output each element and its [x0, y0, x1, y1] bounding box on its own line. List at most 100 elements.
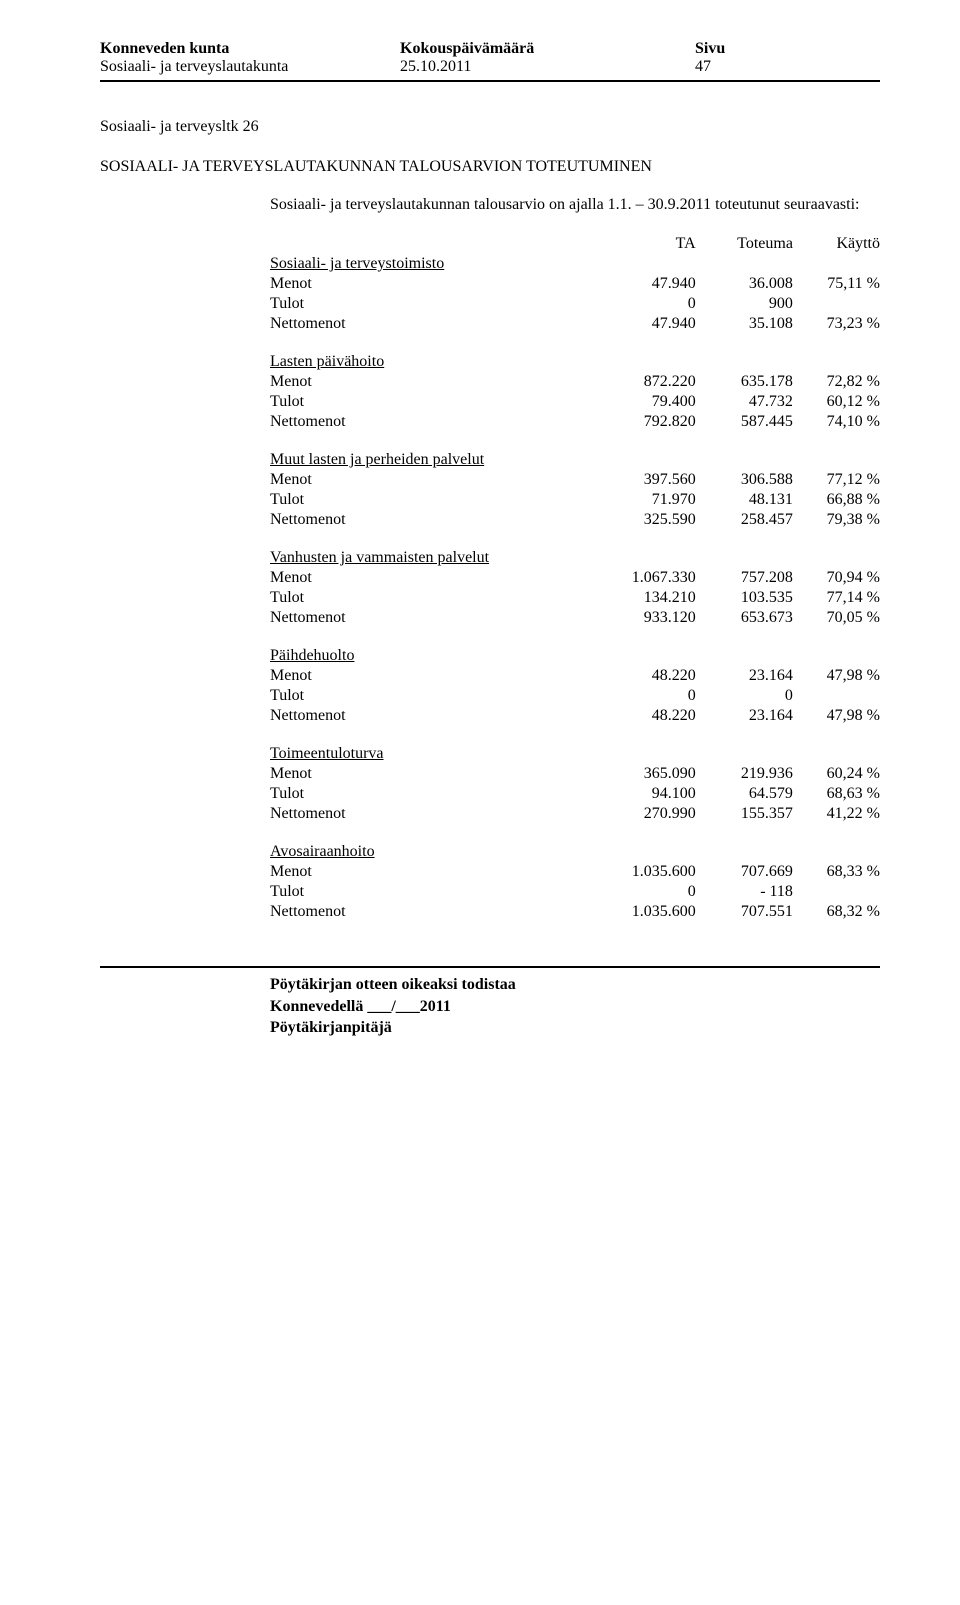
row-label: Menot [270, 862, 584, 882]
row-label: Menot [270, 470, 584, 490]
table-row: Nettomenot1.035.600707.55168,32 % [270, 902, 880, 922]
table-spacer [270, 824, 880, 842]
table-row: Nettomenot270.990155.35741,22 % [270, 804, 880, 824]
row-label: Menot [270, 764, 584, 784]
cell-pct: 60,24 % [793, 764, 880, 784]
row-label: Tulot [270, 294, 584, 314]
budget-table: TAToteumaKäyttöSosiaali- ja terveystoimi… [270, 234, 880, 922]
table-row: Menot872.220635.17872,82 % [270, 372, 880, 392]
table-row: Nettomenot792.820587.44574,10 % [270, 412, 880, 432]
cell-pct: 68,33 % [793, 862, 880, 882]
cell-pct: 79,38 % [793, 510, 880, 530]
table-row: Nettomenot933.120653.67370,05 % [270, 608, 880, 628]
table-row: Menot365.090219.93660,24 % [270, 764, 880, 784]
cell-toteuma: 635.178 [696, 372, 793, 392]
table-row: Nettomenot325.590258.45779,38 % [270, 510, 880, 530]
table-header-row: TAToteumaKäyttö [270, 234, 880, 254]
row-label: Nettomenot [270, 804, 584, 824]
group-name: Sosiaali- ja terveystoimisto [270, 254, 880, 274]
group-header-row: Muut lasten ja perheiden palvelut [270, 450, 880, 470]
row-label: Tulot [270, 686, 584, 706]
table-row: Menot48.22023.16447,98 % [270, 666, 880, 686]
col-header-ta: TA [584, 234, 696, 254]
group-header-row: Avosairaanhoito [270, 842, 880, 862]
table-row: Menot47.94036.00875,11 % [270, 274, 880, 294]
cell-toteuma: 707.669 [696, 862, 793, 882]
cell-pct: 47,98 % [793, 666, 880, 686]
header-page-num: 47 [695, 58, 875, 76]
row-label: Menot [270, 274, 584, 294]
cell-pct: 74,10 % [793, 412, 880, 432]
cell-toteuma: 306.588 [696, 470, 793, 490]
cell-ta: 365.090 [584, 764, 696, 784]
cell-pct: 66,88 % [793, 490, 880, 510]
cell-toteuma: 47.732 [696, 392, 793, 412]
group-name: Lasten päivähoito [270, 352, 880, 372]
table-row: Nettomenot47.94035.10873,23 % [270, 314, 880, 334]
cell-toteuma: 64.579 [696, 784, 793, 804]
cell-ta: 47.940 [584, 274, 696, 294]
table-row: Tulot71.97048.13166,88 % [270, 490, 880, 510]
cell-ta: 0 [584, 882, 696, 902]
table-spacer [270, 432, 880, 450]
table-spacer [270, 334, 880, 352]
header-date-label: Kokouspäivämäärä [400, 40, 695, 58]
table-row: Tulot0- 118 [270, 882, 880, 902]
row-label: Menot [270, 372, 584, 392]
table-row: Tulot0900 [270, 294, 880, 314]
cell-ta: 933.120 [584, 608, 696, 628]
table-row: Tulot00 [270, 686, 880, 706]
cell-toteuma: 587.445 [696, 412, 793, 432]
group-name: Päihdehuolto [270, 646, 880, 666]
table-header-empty [270, 234, 584, 254]
cell-toteuma: 48.131 [696, 490, 793, 510]
cell-ta: 134.210 [584, 588, 696, 608]
cell-toteuma: 155.357 [696, 804, 793, 824]
table-row: Tulot134.210103.53577,14 % [270, 588, 880, 608]
footer-line-1: Pöytäkirjan otteen oikeaksi todistaa [270, 974, 880, 996]
cell-pct: 72,82 % [793, 372, 880, 392]
cell-ta: 792.820 [584, 412, 696, 432]
cell-pct: 70,94 % [793, 568, 880, 588]
cell-toteuma: 35.108 [696, 314, 793, 334]
cell-toteuma: 0 [696, 686, 793, 706]
cell-ta: 270.990 [584, 804, 696, 824]
row-label: Nettomenot [270, 608, 584, 628]
page-footer: Pöytäkirjan otteen oikeaksi todistaa Kon… [270, 974, 880, 1039]
row-label: Nettomenot [270, 902, 584, 922]
cell-toteuma: 707.551 [696, 902, 793, 922]
group-name: Avosairaanhoito [270, 842, 880, 862]
document-page: Konneveden kunta Kokouspäivämäärä Sivu S… [0, 0, 960, 1099]
cell-pct: 68,63 % [793, 784, 880, 804]
group-header-row: Vanhusten ja vammaisten palvelut [270, 548, 880, 568]
lead-paragraph: Sosiaali- ja terveyslautakunnan talousar… [270, 196, 880, 214]
cell-ta: 0 [584, 686, 696, 706]
col-header-toteuma: Toteuma [696, 234, 793, 254]
section-title: SOSIAALI- JA TERVEYSLAUTAKUNNAN TALOUSAR… [100, 158, 880, 176]
cell-ta: 79.400 [584, 392, 696, 412]
row-label: Nettomenot [270, 412, 584, 432]
row-label: Tulot [270, 588, 584, 608]
cell-ta: 397.560 [584, 470, 696, 490]
group-header-row: Sosiaali- ja terveystoimisto [270, 254, 880, 274]
row-label: Tulot [270, 784, 584, 804]
cell-pct [793, 882, 880, 902]
row-label: Nettomenot [270, 510, 584, 530]
table-row: Menot1.035.600707.66968,33 % [270, 862, 880, 882]
table-row: Tulot94.10064.57968,63 % [270, 784, 880, 804]
header-divider [100, 80, 880, 82]
footer-divider [100, 966, 880, 968]
footer-line-3: Pöytäkirjanpitäjä [270, 1017, 880, 1039]
row-label: Tulot [270, 392, 584, 412]
cell-toteuma: 103.535 [696, 588, 793, 608]
table-row: Nettomenot48.22023.16447,98 % [270, 706, 880, 726]
row-label: Menot [270, 666, 584, 686]
cell-ta: 1.035.600 [584, 862, 696, 882]
group-header-row: Lasten päivähoito [270, 352, 880, 372]
cell-pct: 77,12 % [793, 470, 880, 490]
page-header-row2: Sosiaali- ja terveyslautakunta 25.10.201… [100, 58, 880, 76]
row-label: Nettomenot [270, 706, 584, 726]
cell-ta: 0 [584, 294, 696, 314]
cell-pct: 75,11 % [793, 274, 880, 294]
cell-pct: 60,12 % [793, 392, 880, 412]
